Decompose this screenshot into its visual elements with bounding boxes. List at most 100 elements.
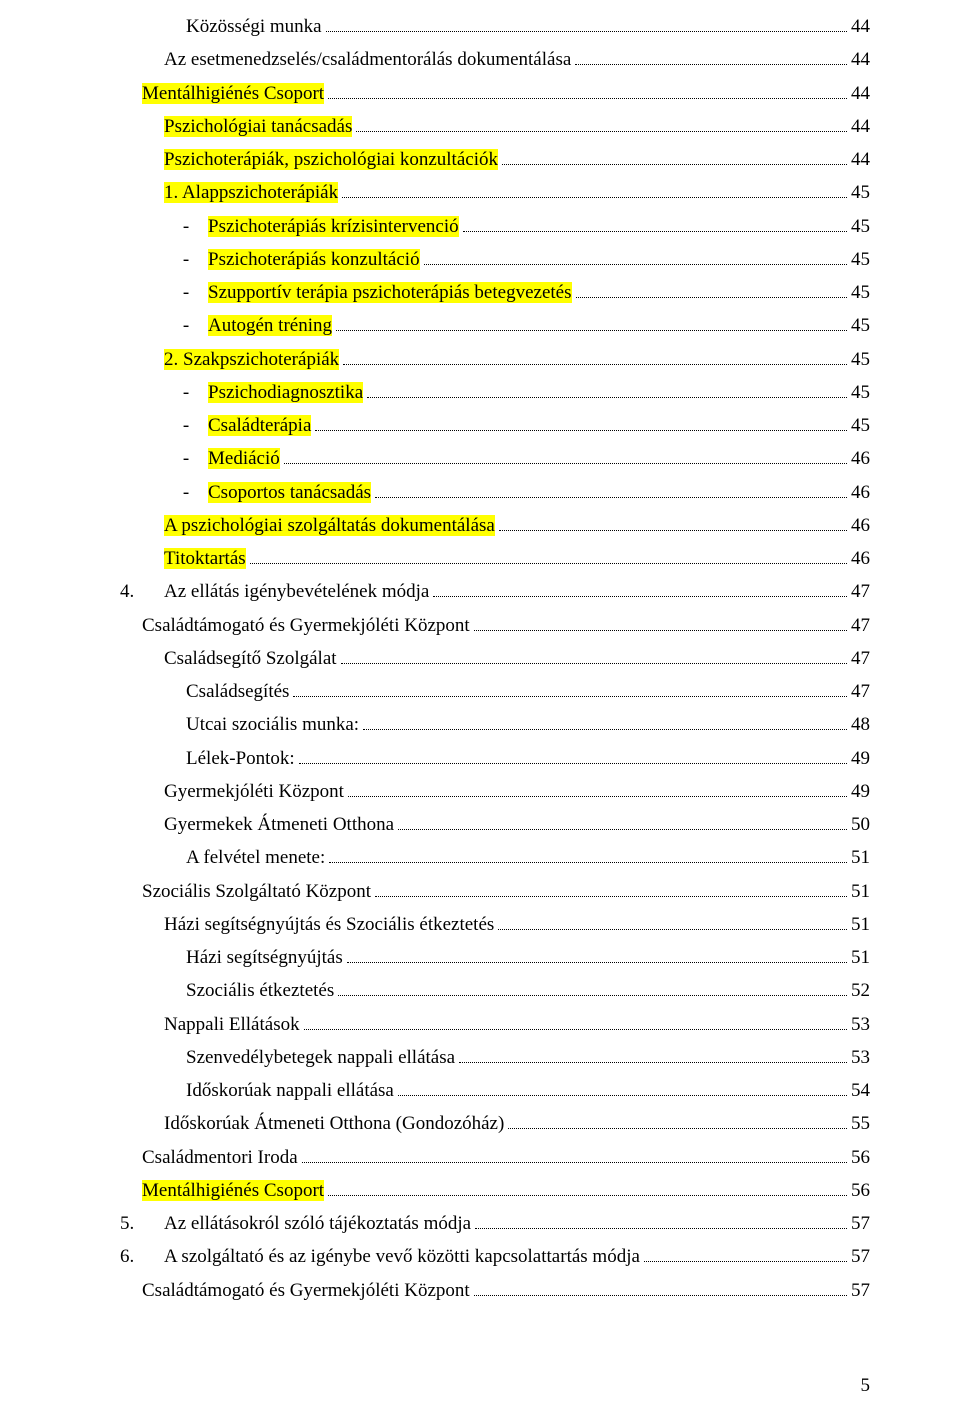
- toc-page-number: 46: [851, 476, 870, 509]
- toc-entry: Házi segítségnyújtás 51: [120, 941, 870, 974]
- toc-entry: Titoktartás 46: [120, 542, 870, 575]
- dot-leader: [299, 747, 847, 763]
- toc-label-text: Házi segítségnyújtás: [186, 947, 343, 968]
- toc-page-number: 45: [851, 243, 870, 276]
- toc-entry: 1. Alappszichoterápiák 45: [120, 176, 870, 209]
- toc-entry: Családtámogató és Gyermekjóléti Központ …: [120, 609, 870, 642]
- toc-label-text: Utcai szociális munka:: [186, 714, 359, 735]
- toc-entry: Mentálhigiénés Csoport 56: [120, 1174, 870, 1207]
- dot-leader: [475, 1213, 847, 1229]
- toc-entry: Gyermekek Átmeneti Otthona 50: [120, 808, 870, 841]
- toc-page-number: 56: [851, 1141, 870, 1174]
- toc-label: A felvétel menete:: [186, 841, 325, 874]
- toc-label: -Szupportív terápia pszichoterápiás bete…: [164, 276, 572, 309]
- toc-label: Gyermekjóléti Központ: [164, 775, 344, 808]
- toc-label: -Autogén tréning: [164, 309, 332, 342]
- toc-entry: Családsegítő Szolgálat 47: [120, 642, 870, 675]
- toc-label-text: Lélek-Pontok:: [186, 748, 295, 769]
- toc-label-text: Családsegítő Szolgálat: [164, 648, 337, 669]
- toc-label-text: Időskorúak nappali ellátása: [186, 1080, 394, 1101]
- toc-label: -Pszichoterápiás konzultáció: [164, 243, 420, 276]
- toc-entry: Házi segítségnyújtás és Szociális étkezt…: [120, 908, 870, 941]
- toc-label-text: Szupportív terápia pszichoterápiás beteg…: [208, 282, 572, 303]
- toc-page-number: 47: [851, 575, 870, 608]
- toc-label: Mentálhigiénés Csoport: [142, 1174, 324, 1207]
- dot-leader: [348, 781, 847, 797]
- toc-label-text: Időskorúak Átmeneti Otthona (Gondozóház): [164, 1113, 504, 1134]
- toc-label-text: Nappali Ellátások: [164, 1014, 300, 1035]
- toc-label-text: Gyermekek Átmeneti Otthona: [164, 814, 394, 835]
- toc-page-number: 50: [851, 808, 870, 841]
- toc-entry: 5.Az ellátásokról szóló tájékoztatás mód…: [120, 1207, 870, 1240]
- toc-entry: Időskorúak Átmeneti Otthona (Gondozóház)…: [120, 1107, 870, 1140]
- toc-page-number: 45: [851, 343, 870, 376]
- toc-label-text: Pszichodiagnosztika: [208, 382, 363, 403]
- toc-entry: Lélek-Pontok: 49: [120, 742, 870, 775]
- toc-page-number: 51: [851, 841, 870, 874]
- toc-label-text: Az ellátásokról szóló tájékoztatás módja: [164, 1213, 471, 1234]
- toc-label-text: Az ellátás igénybevételének módja: [164, 581, 429, 602]
- toc-entry: Szociális Szolgáltató Központ 51: [120, 875, 870, 908]
- toc-entry: Családmentori Iroda 56: [120, 1141, 870, 1174]
- toc-page-number: 47: [851, 609, 870, 642]
- toc-entry: -Pszichoterápiás krízisintervenció 45: [120, 210, 870, 243]
- toc-entry: -Családterápia 45: [120, 409, 870, 442]
- toc-entry: A pszichológiai szolgáltatás dokumentálá…: [120, 509, 870, 542]
- dot-leader: [343, 348, 847, 364]
- toc-label-text: Szociális Szolgáltató Központ: [142, 881, 371, 902]
- page-number: 5: [861, 1375, 871, 1397]
- toc-label-text: Családtámogató és Gyermekjóléti Központ: [142, 615, 470, 636]
- toc-page-number: 57: [851, 1274, 870, 1307]
- toc-label: Családmentori Iroda: [142, 1141, 298, 1174]
- toc-label-text: Pszichoterápiás krízisintervenció: [208, 216, 459, 237]
- dash-icon: -: [164, 309, 208, 342]
- toc-label: Nappali Ellátások: [164, 1008, 300, 1041]
- dot-leader: [342, 182, 847, 198]
- dot-leader: [644, 1246, 847, 1262]
- dot-leader: [576, 282, 848, 298]
- toc-label-text: Szociális étkeztetés: [186, 980, 334, 1001]
- dot-leader: [315, 415, 847, 431]
- toc-page-number: 46: [851, 442, 870, 475]
- toc-entry: Nappali Ellátások 53: [120, 1008, 870, 1041]
- toc-page-number: 48: [851, 708, 870, 741]
- toc-label: Házi segítségnyújtás: [186, 941, 343, 974]
- toc-page-number: 45: [851, 176, 870, 209]
- dot-leader: [347, 947, 847, 963]
- toc-label-text: 1. Alappszichoterápiák: [164, 182, 338, 203]
- dot-leader: [293, 681, 847, 697]
- toc-label-text: Családmentori Iroda: [142, 1147, 298, 1168]
- toc-entry: A felvétel menete: 51: [120, 841, 870, 874]
- document-page: Közösségi munka 44Az esetmenedzselés/csa…: [0, 0, 960, 1415]
- toc-label: Szociális Szolgáltató Központ: [142, 875, 371, 908]
- dash-icon: -: [164, 376, 208, 409]
- toc-label-text: Szenvedélybetegek nappali ellátása: [186, 1047, 455, 1068]
- dot-leader: [463, 215, 847, 231]
- toc-label: Lélek-Pontok:: [186, 742, 295, 775]
- dot-leader: [326, 16, 847, 32]
- toc-label-text: Mentálhigiénés Csoport: [142, 83, 324, 104]
- toc-page-number: 46: [851, 509, 870, 542]
- toc-page-number: 45: [851, 309, 870, 342]
- toc-entry: Pszichoterápiák, pszichológiai konzultác…: [120, 143, 870, 176]
- dot-leader: [459, 1047, 847, 1063]
- toc-label: -Mediáció: [164, 442, 280, 475]
- toc-page-number: 44: [851, 43, 870, 76]
- toc-entry: Mentálhigiénés Csoport 44: [120, 77, 870, 110]
- toc-page-number: 46: [851, 542, 870, 575]
- toc-label-text: A felvétel menete:: [186, 847, 325, 868]
- toc-entry: -Szupportív terápia pszichoterápiás bete…: [120, 276, 870, 309]
- toc-page-number: 45: [851, 376, 870, 409]
- toc-label-text: A szolgáltató és az igénybe vevő közötti…: [164, 1246, 640, 1267]
- toc-label: Házi segítségnyújtás és Szociális étkezt…: [164, 908, 494, 941]
- toc-label-text: Házi segítségnyújtás és Szociális étkezt…: [164, 914, 494, 935]
- toc-label: Titoktartás: [164, 542, 246, 575]
- toc-page-number: 49: [851, 742, 870, 775]
- toc-entry: Időskorúak nappali ellátása 54: [120, 1074, 870, 1107]
- toc-label-text: Közösségi munka: [186, 16, 322, 37]
- toc-entry: 2. Szakpszichoterápiák 45: [120, 343, 870, 376]
- toc-label: Családsegítés: [186, 675, 289, 708]
- dot-leader: [498, 914, 847, 930]
- toc-label: -Családterápia: [164, 409, 311, 442]
- dot-leader: [502, 149, 847, 165]
